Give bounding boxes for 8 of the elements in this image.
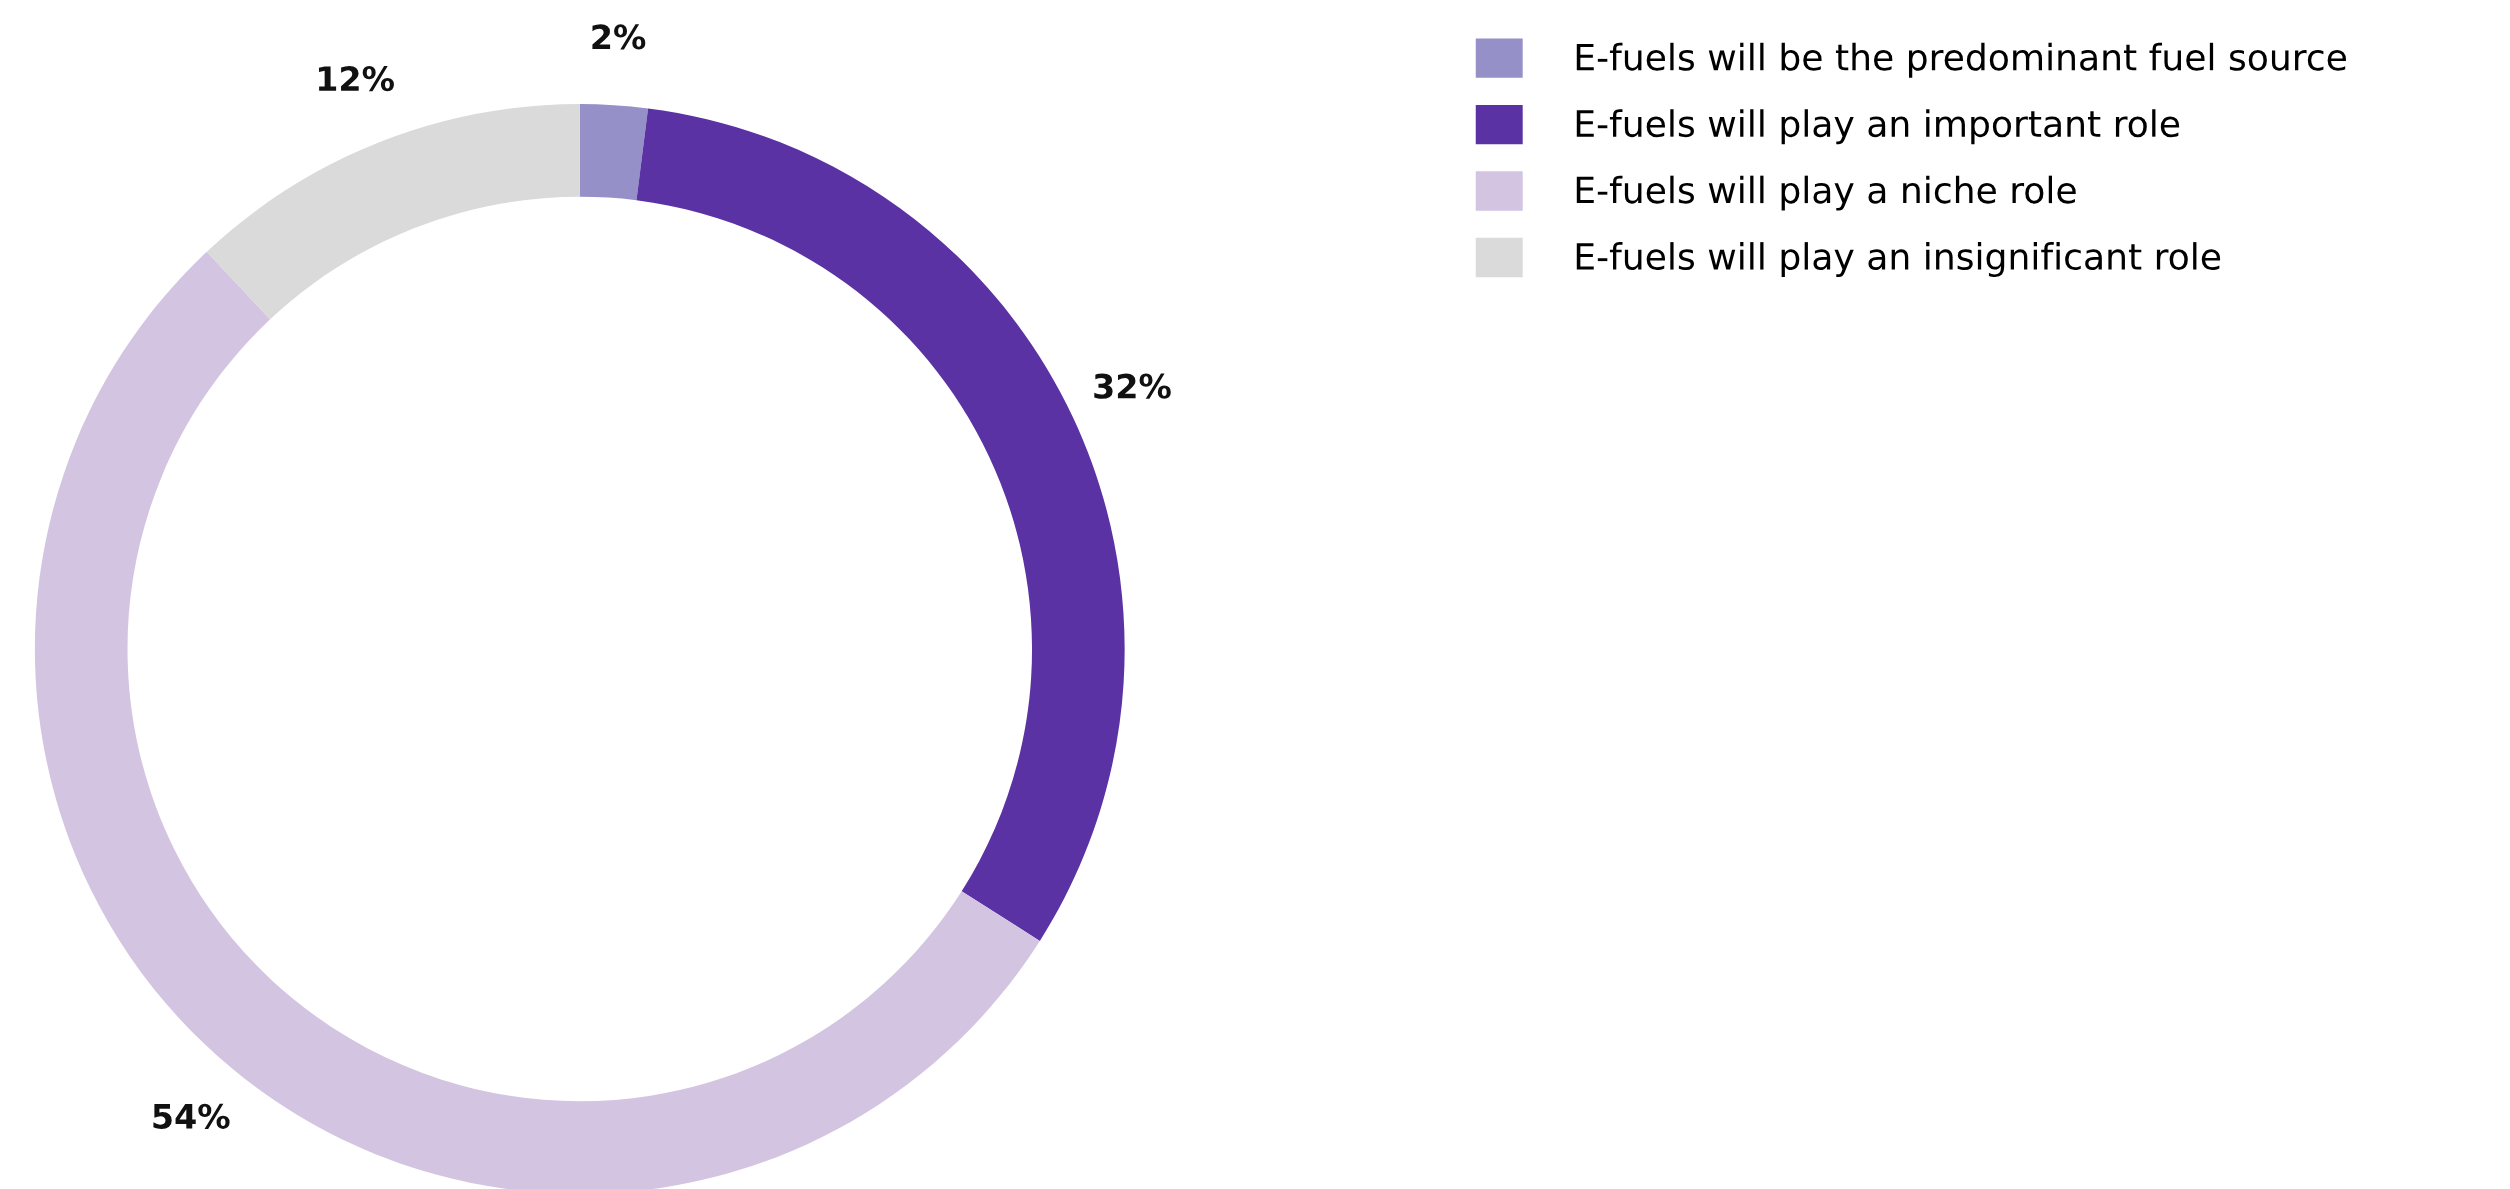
data-label: 32% <box>1094 373 1171 399</box>
data-label: 2% <box>592 24 646 50</box>
legend-label: E-fuels will play an important role <box>1576 109 2180 145</box>
legend-label: E-fuels will play a niche role <box>1576 175 2076 211</box>
legend-label: E-fuels will play an insignificant role <box>1576 242 2221 278</box>
legend-label: E-fuels will be the predominant fuel source <box>1576 42 2346 78</box>
data-label: 54% <box>153 1103 230 1129</box>
data-label: 12% <box>318 66 394 92</box>
